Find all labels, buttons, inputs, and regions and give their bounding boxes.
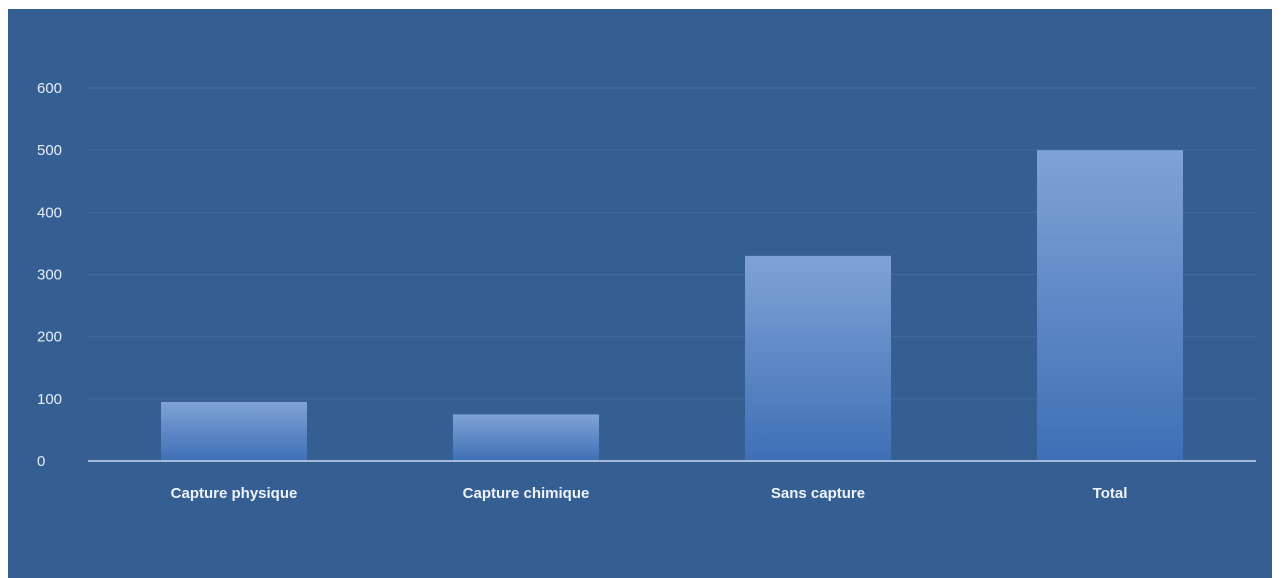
x-category-label: Capture chimique xyxy=(463,485,590,502)
bar-capture-physique xyxy=(161,401,307,461)
x-category-label: Sans capture xyxy=(771,485,865,502)
bars xyxy=(161,150,1183,461)
bar-total xyxy=(1037,150,1183,461)
chart-area: 0 100 200 300 400 500 600 Capture physique Capt… xyxy=(8,9,1272,578)
x-category-label: Capture physique xyxy=(171,485,298,502)
x-category-label: Total xyxy=(1093,485,1128,502)
y-tick-label: 100 xyxy=(37,391,62,408)
x-axis-labels: Capture physique Capture chimique Sans cap… xyxy=(171,485,1128,502)
y-tick-label: 600 xyxy=(37,80,62,97)
y-tick-label: 300 xyxy=(37,267,62,284)
y-axis-ticks: 0 100 200 300 400 500 600 xyxy=(37,80,62,470)
y-tick-label: 400 xyxy=(37,204,62,221)
bar-sans-capture xyxy=(745,255,891,461)
y-tick-label: 500 xyxy=(37,142,62,159)
y-tick-label: 200 xyxy=(37,329,62,346)
y-tick-label: 0 xyxy=(37,453,45,470)
bar-capture-chimique xyxy=(453,414,599,461)
